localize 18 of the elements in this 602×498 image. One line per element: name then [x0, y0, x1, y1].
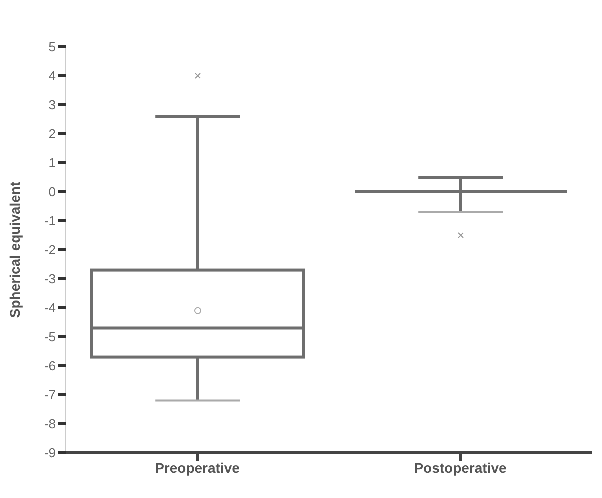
y-tick-label: 0 [48, 184, 56, 200]
y-tick-label: 3 [48, 98, 56, 113]
y-tick-label: 4 [48, 68, 56, 84]
x-tick-label: Postoperative [414, 460, 508, 476]
y-tick-label: -8 [44, 416, 56, 432]
y-tick-label: -7 [44, 388, 56, 403]
y-tick-label: -1 [44, 214, 56, 229]
y-tick-label: -4 [44, 300, 56, 316]
y-axis-title: Spherical equivalent [7, 182, 23, 318]
y-tick-label: -2 [44, 242, 56, 258]
y-tick-label: 1 [48, 156, 56, 171]
y-tick-label: 5 [48, 40, 56, 55]
x-tick-label: Preoperative [155, 460, 240, 476]
y-tick-label: 2 [48, 126, 56, 142]
y-tick-label: -6 [44, 358, 56, 374]
y-tick-label: -3 [44, 272, 56, 287]
y-tick-label: -5 [44, 330, 56, 345]
y-tick-label: -9 [44, 446, 56, 461]
